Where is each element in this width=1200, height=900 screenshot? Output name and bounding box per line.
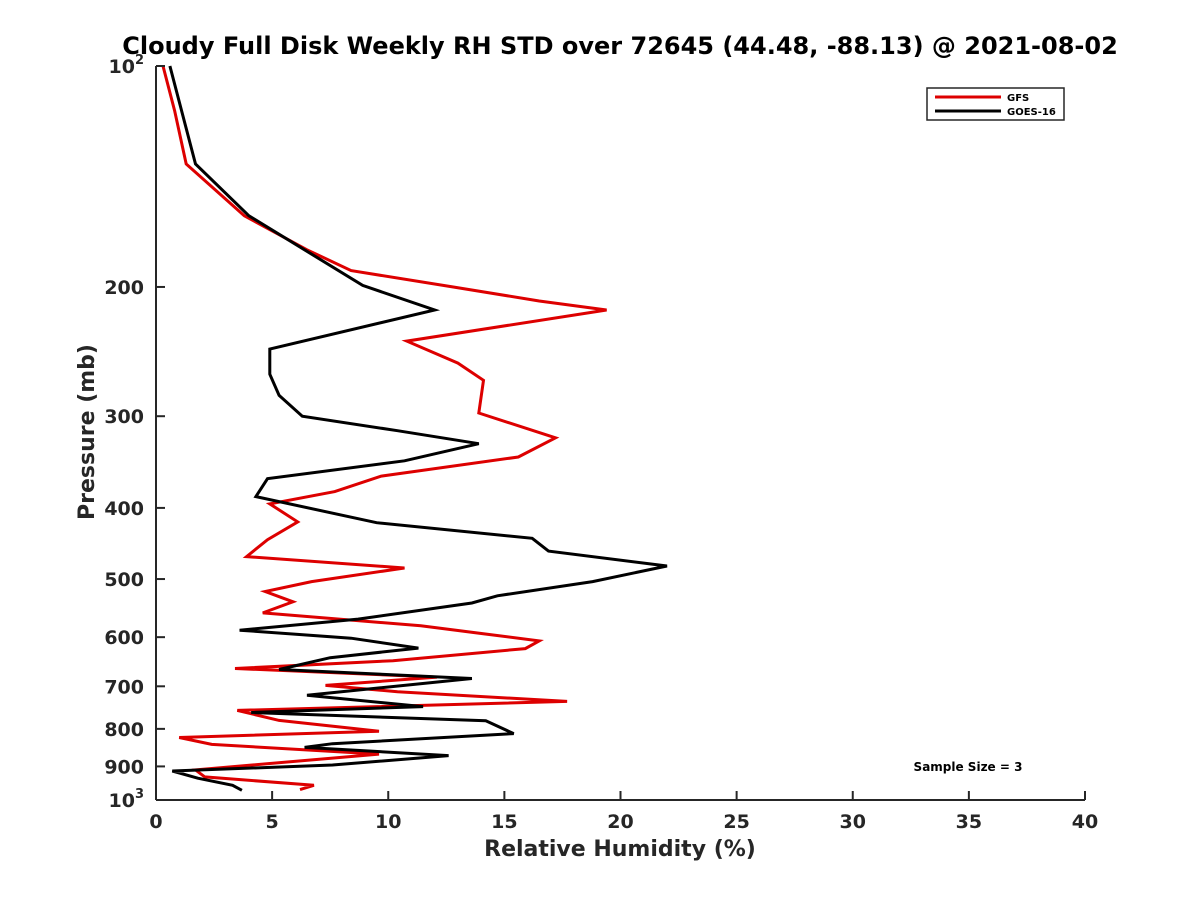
chart-title: Cloudy Full Disk Weekly RH STD over 7264… <box>122 32 1118 60</box>
series-layer <box>161 65 668 792</box>
legend-box <box>926 87 1065 121</box>
y-tick-label: 900 <box>104 756 144 778</box>
x-tick-label: 15 <box>491 811 517 833</box>
y-tick-exponent: 2 <box>135 53 144 68</box>
y-tick-label: 500 <box>104 569 144 591</box>
x-tick-label: 25 <box>723 811 749 833</box>
y-tick-label: 200 <box>104 277 144 299</box>
y-tick-label: 800 <box>104 719 144 741</box>
y-tick-label: 600 <box>104 627 144 649</box>
x-tick-label: 5 <box>266 811 279 833</box>
x-tick-label: 10 <box>375 811 401 833</box>
x-tick-label: 35 <box>956 811 982 833</box>
series-line-goes-16 <box>168 65 668 792</box>
y-tick-base: 10 <box>109 56 135 78</box>
series-line-gfs <box>161 65 607 792</box>
y-tick-base: 10 <box>109 790 135 812</box>
x-tick-label: 40 <box>1072 811 1098 833</box>
sample-size-annotation: Sample Size = 3 <box>914 760 1023 774</box>
legend-label: GOES-16 <box>1007 107 1056 118</box>
y-tick-label: 103 <box>109 787 145 812</box>
y-axis-label: Pressure (mb) <box>75 344 100 520</box>
legend-label: GFS <box>1007 93 1029 104</box>
x-axis-label: Relative Humidity (%) <box>484 837 756 862</box>
x-tick-label: 30 <box>840 811 866 833</box>
x-tick-label: 20 <box>607 811 633 833</box>
axes: 0 5 10 15 20 25 30 35 40102200300400500600700800… <box>104 53 1098 833</box>
x-tick-label: 0 <box>149 811 162 833</box>
y-tick-label: 300 <box>104 406 144 428</box>
y-tick-label: 700 <box>104 676 144 698</box>
legend: GFS GOES-16 <box>926 87 1065 121</box>
y-tick-exponent: 3 <box>135 787 144 802</box>
y-tick-label: 400 <box>104 498 144 520</box>
y-tick-label: 102 <box>109 53 145 78</box>
